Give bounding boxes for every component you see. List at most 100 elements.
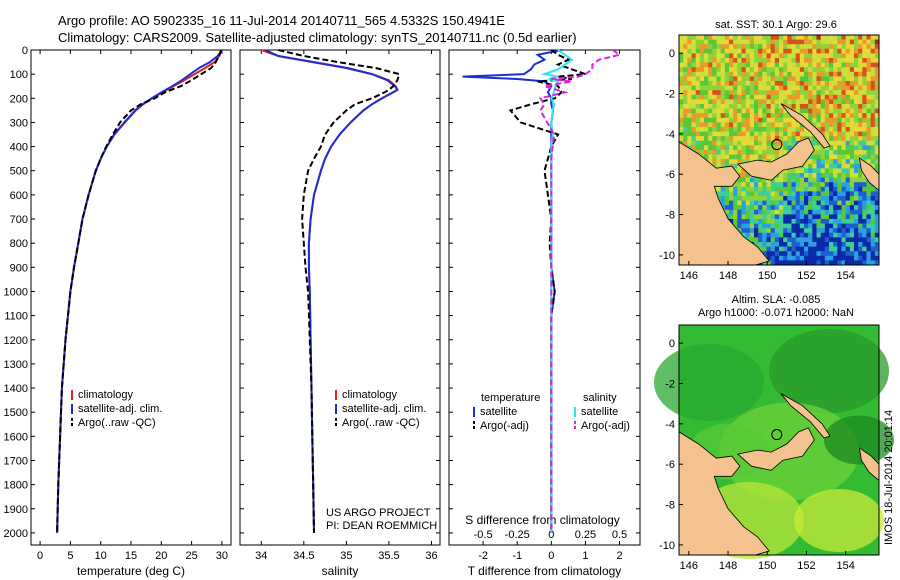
sst-cell: [858, 168, 863, 174]
sst-cell: [862, 67, 867, 73]
sst-cell: [699, 127, 705, 132]
map-lon-label: 146: [680, 560, 698, 572]
sst-cell: [845, 223, 851, 229]
sst-cell: [741, 232, 747, 238]
sst-cell: [758, 99, 763, 105]
sst-cell: [820, 173, 826, 178]
sst-cell: [708, 85, 713, 91]
sst-cell: [820, 35, 826, 40]
sst-cell: [866, 255, 872, 261]
sst-cell: [795, 108, 801, 114]
sst-cell: [712, 62, 717, 68]
sst-cell: [724, 136, 730, 142]
sst-cell: [833, 186, 838, 192]
sst-cell: [795, 99, 801, 105]
sst-cell: [799, 67, 805, 73]
sst-cell: [724, 44, 730, 50]
sst-cell: [691, 99, 697, 105]
sst-cell: [762, 209, 767, 215]
sst-cell: [762, 58, 767, 63]
sst-cell: [779, 113, 784, 119]
sst-cell: [774, 154, 780, 160]
sst-cell: [704, 67, 709, 73]
sst-cell: [841, 113, 847, 119]
sst-cell: [749, 127, 755, 132]
sst-cell: [833, 108, 838, 114]
sst-cell: [762, 113, 767, 119]
sst-cell: [695, 131, 701, 137]
sst-cell: [829, 186, 834, 192]
sst-cell: [804, 163, 809, 169]
sst-cell: [733, 127, 738, 132]
sst-cell: [691, 67, 697, 73]
sst-cell: [837, 48, 842, 54]
sst-cell: [762, 196, 767, 201]
sst-cell: [866, 62, 872, 68]
sst-cell: [716, 145, 722, 151]
sst-cell: [837, 242, 842, 247]
sst-cell: [704, 44, 709, 50]
sst-cell: [758, 214, 763, 220]
sst-cell: [737, 94, 742, 100]
sst-cell: [849, 209, 855, 215]
sst-cell: [770, 90, 776, 96]
sst-cell: [716, 85, 722, 91]
sst-cell: [866, 182, 872, 188]
ytick-label-temperature: 2000: [4, 528, 28, 540]
sst-cell: [741, 173, 747, 178]
sst-cell: [745, 154, 751, 160]
sst-cell: [716, 76, 722, 82]
sst-cell: [791, 237, 797, 243]
sst-cell: [745, 39, 751, 45]
sst-cell: [754, 177, 759, 183]
sst-cell: [737, 85, 742, 91]
sst-cell: [737, 177, 742, 183]
sst-cell: [854, 90, 859, 96]
sst-cell: [858, 145, 863, 151]
sst-cell: [754, 122, 759, 128]
sst-cell: [791, 232, 797, 238]
sst-cell: [683, 90, 688, 96]
sst-cell: [683, 131, 688, 137]
sst-cell: [783, 182, 788, 188]
sla-blob: [824, 415, 894, 465]
sst-cell: [708, 90, 713, 96]
sst-cell: [716, 104, 722, 109]
sst-cell: [779, 191, 784, 197]
sst-cell: [841, 177, 847, 183]
sst-cell: [783, 136, 788, 142]
sst-cell: [762, 127, 767, 132]
sst-cell: [766, 205, 772, 211]
sst-cell: [712, 44, 717, 50]
sst-cell: [862, 39, 867, 45]
sst-cell: [837, 205, 842, 211]
sst-cell: [808, 173, 813, 178]
sst-cell: [749, 104, 755, 109]
sst-cell: [799, 168, 805, 174]
sst-cell: [779, 246, 784, 252]
sst-cell: [829, 246, 834, 252]
sst-cell: [854, 81, 859, 86]
sst-cell: [745, 140, 751, 146]
ytick-label-temperature: 1100: [4, 311, 28, 323]
sst-cell: [816, 246, 822, 252]
sst-cell: [754, 35, 759, 40]
sst-cell: [866, 145, 872, 151]
sst-cell: [729, 76, 734, 82]
sst-cell: [841, 127, 847, 132]
sst-cell: [779, 81, 784, 86]
sst-cell: [824, 145, 830, 151]
title-line-2: Climatology: CARS2009. Satellite-adjuste…: [58, 30, 577, 45]
sst-cell: [699, 58, 705, 63]
sst-cell: [833, 177, 838, 183]
sst-cell: [874, 35, 880, 40]
sst-cell: [791, 48, 797, 54]
sst-cell: [758, 177, 763, 183]
sst-cell: [724, 90, 730, 96]
sst-cell: [849, 232, 855, 238]
sst-cell: [804, 108, 809, 114]
sst-cell: [833, 99, 838, 105]
sst-cell: [712, 163, 717, 169]
sst-cell: [762, 154, 767, 160]
sst-cell: [866, 35, 872, 40]
